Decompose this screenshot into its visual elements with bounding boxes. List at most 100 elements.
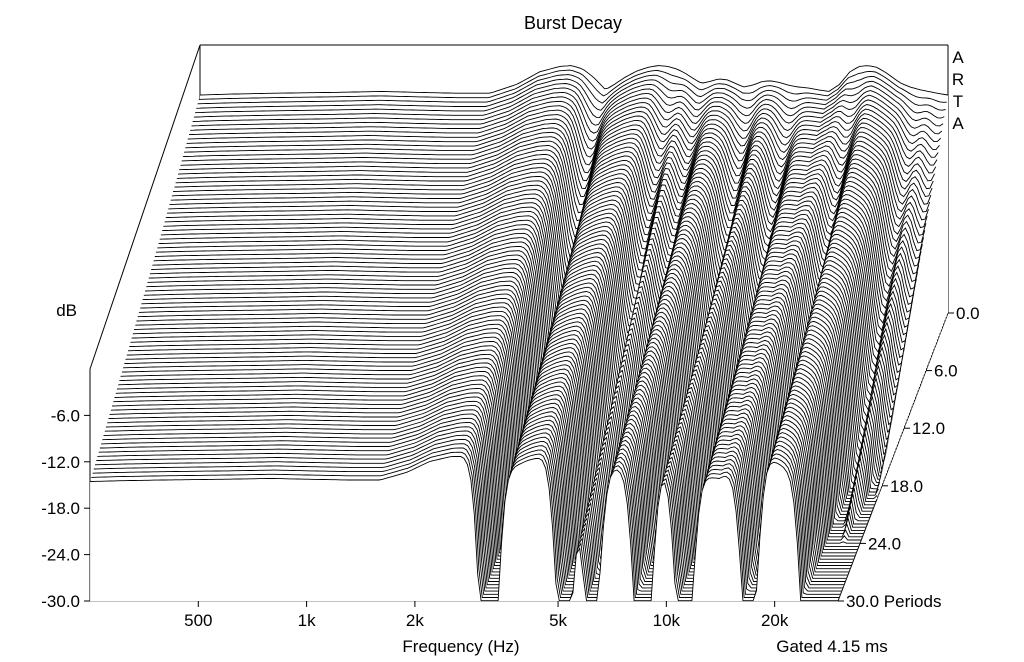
x-axis-label: Frequency (Hz) — [402, 637, 519, 656]
decay-slice — [147, 254, 896, 427]
decay-slice — [96, 434, 845, 586]
decay-slice — [120, 349, 869, 522]
decay-slice — [182, 127, 932, 205]
decay-slice — [138, 285, 888, 474]
decay-slice — [102, 413, 851, 570]
decay-slice — [113, 375, 862, 542]
decay-slice — [192, 91, 942, 143]
chart-title: Burst Decay — [524, 13, 622, 33]
decay-slice — [135, 297, 884, 483]
decay-slice — [126, 328, 875, 506]
decay-slice — [130, 315, 879, 496]
decay-slice — [153, 232, 903, 389]
decay-slice — [152, 237, 901, 396]
decay-slice — [173, 162, 922, 267]
decay-slice — [175, 153, 925, 252]
decay-slice — [99, 422, 848, 576]
z-tick-label: 24.0 — [868, 534, 901, 553]
decay-slice — [184, 122, 933, 198]
decay-slice — [98, 426, 847, 579]
decay-slice — [174, 158, 923, 259]
decay-slice — [177, 145, 927, 236]
decay-slice — [103, 409, 852, 566]
decay-slice — [199, 65, 949, 96]
decay-slice — [146, 258, 895, 435]
decay-slice — [101, 417, 850, 573]
decay-slice — [196, 78, 945, 119]
decay-slice — [114, 371, 863, 539]
decay-slice — [108, 392, 857, 554]
decay-slice — [164, 193, 914, 321]
decay-slice — [118, 358, 867, 528]
decay-slice — [129, 319, 878, 499]
x-tick-label: 5k — [549, 611, 567, 630]
decay-slice — [121, 345, 870, 519]
y-tick-label: -30.0 — [41, 592, 80, 611]
z-tick-label: 18.0 — [890, 477, 923, 496]
y-tick-label: -12.0 — [41, 453, 80, 472]
x-axis-ticks: 500 1k 2k 5k 10k 20k — [184, 601, 789, 630]
y-tick-label: -24.0 — [41, 546, 80, 565]
y-tick-label: -18.0 — [41, 499, 80, 518]
decay-slice — [141, 276, 890, 466]
decay-slice — [149, 245, 899, 412]
decay-slice — [181, 131, 931, 213]
decay-slice — [131, 310, 881, 493]
gating-note: Gated 4.15 ms — [776, 637, 888, 656]
decay-slice — [169, 175, 918, 290]
decay-slice — [134, 302, 883, 487]
decay-slice — [187, 109, 937, 174]
decay-slice — [105, 400, 854, 560]
z-tick-label: 6.0 — [934, 362, 958, 381]
decay-slice — [157, 219, 906, 366]
z-tick-label: 30.0 Periods — [846, 592, 941, 611]
y-tick-label: -6.0 — [51, 406, 80, 425]
decay-slice — [188, 105, 938, 166]
decay-slice — [125, 332, 874, 509]
decay-slice — [115, 366, 864, 535]
decay-slice — [154, 228, 904, 381]
decay-slice — [193, 87, 943, 135]
decay-slice — [148, 250, 898, 419]
decay-slice — [179, 140, 928, 229]
x-tick-label: 500 — [184, 611, 212, 630]
decay-slice — [158, 215, 907, 359]
decay-slice — [165, 189, 915, 313]
decay-slice — [160, 206, 910, 343]
decay-slice — [142, 272, 892, 458]
x-tick-label: 10k — [653, 611, 681, 630]
decay-slice — [198, 69, 947, 103]
decay-slice — [145, 263, 894, 443]
decay-slice — [190, 100, 939, 158]
decay-slice — [112, 379, 861, 544]
z-tick-label: 0.0 — [956, 304, 980, 323]
decay-slices — [90, 65, 949, 602]
y-axis-ticks: -6.0 -12.0 -18.0 -24.0 -30.0 — [41, 406, 90, 611]
decay-slice — [124, 336, 873, 512]
decay-slice — [116, 362, 865, 531]
decay-slice — [97, 430, 846, 582]
decay-slice — [171, 167, 921, 275]
decay-slice — [168, 180, 917, 298]
decay-slice — [90, 455, 839, 602]
decay-slice — [137, 289, 887, 477]
decay-slice — [176, 149, 926, 244]
decay-slice — [162, 202, 911, 336]
x-tick-label: 20k — [761, 611, 789, 630]
frame-edge — [89, 44, 201, 370]
decay-slice — [163, 197, 912, 328]
decay-slice — [197, 74, 946, 111]
decay-slice — [136, 293, 885, 480]
watermark-letter: R — [952, 70, 964, 89]
decay-slice — [110, 383, 859, 547]
watermark-letter: T — [953, 92, 963, 111]
decay-slice — [132, 306, 882, 490]
decay-slice — [191, 96, 940, 150]
watermark-letter: A — [952, 114, 964, 133]
decay-slice — [186, 114, 936, 182]
watermark-letter: A — [952, 48, 964, 67]
decay-slice — [91, 451, 840, 598]
decay-slice — [143, 267, 893, 450]
